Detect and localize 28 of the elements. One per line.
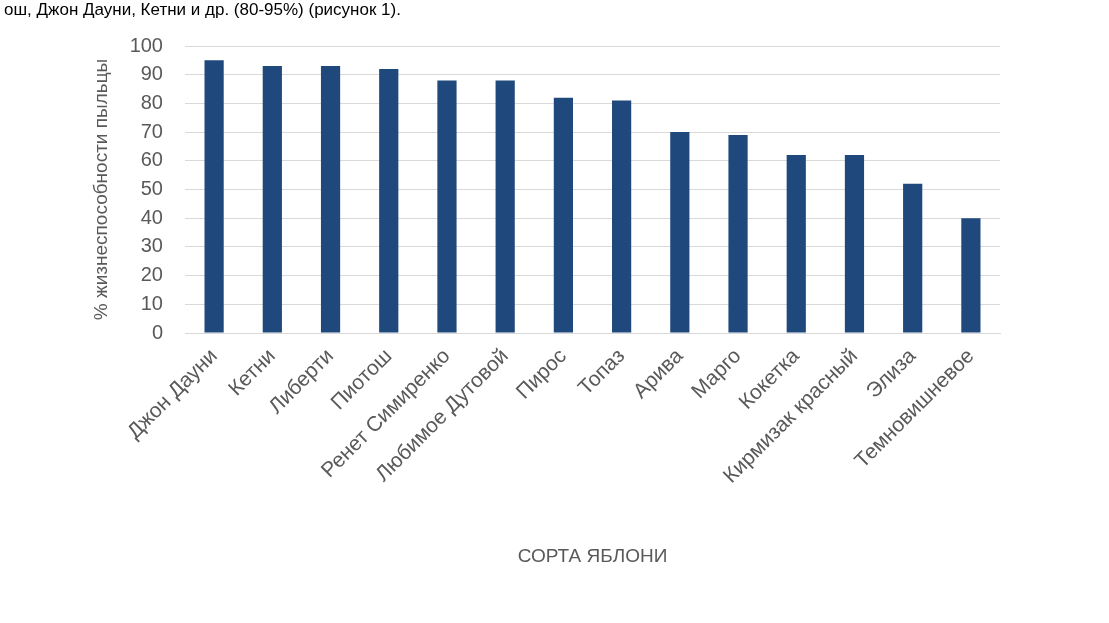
y-axis-title: % жизнеспособности пыльцы xyxy=(89,58,111,321)
bar xyxy=(670,132,690,333)
bar xyxy=(728,134,748,333)
y-tick-label: 70 xyxy=(140,119,163,142)
y-tick-label: 30 xyxy=(140,234,163,257)
bar xyxy=(786,155,806,333)
bar xyxy=(437,80,457,333)
bar xyxy=(262,66,282,333)
bar xyxy=(553,97,573,333)
bar xyxy=(961,218,981,333)
y-tick-label: 20 xyxy=(140,263,163,286)
bar xyxy=(320,66,341,333)
y-tick-label: 50 xyxy=(140,177,163,200)
bar xyxy=(844,155,865,333)
text: ош, Джон Дауни, Кетни и др. (80-95%) (рисунок 1). xyxy=(4,0,401,20)
y-tick-label: 100 xyxy=(129,33,163,56)
y-tick-label: 60 xyxy=(140,148,163,171)
y-tick-label: 90 xyxy=(140,62,163,85)
bar xyxy=(379,68,399,333)
bar xyxy=(612,100,632,333)
y-tick-label: 0 xyxy=(151,320,163,343)
bar xyxy=(903,183,923,333)
bar xyxy=(495,80,515,333)
y-tick-label: 40 xyxy=(140,205,163,228)
x-axis-title: СОРТА ЯБЛОНИ xyxy=(517,544,668,566)
bar xyxy=(204,60,224,333)
y-tick-label: 10 xyxy=(140,291,163,314)
y-tick-label: 80 xyxy=(140,90,163,113)
